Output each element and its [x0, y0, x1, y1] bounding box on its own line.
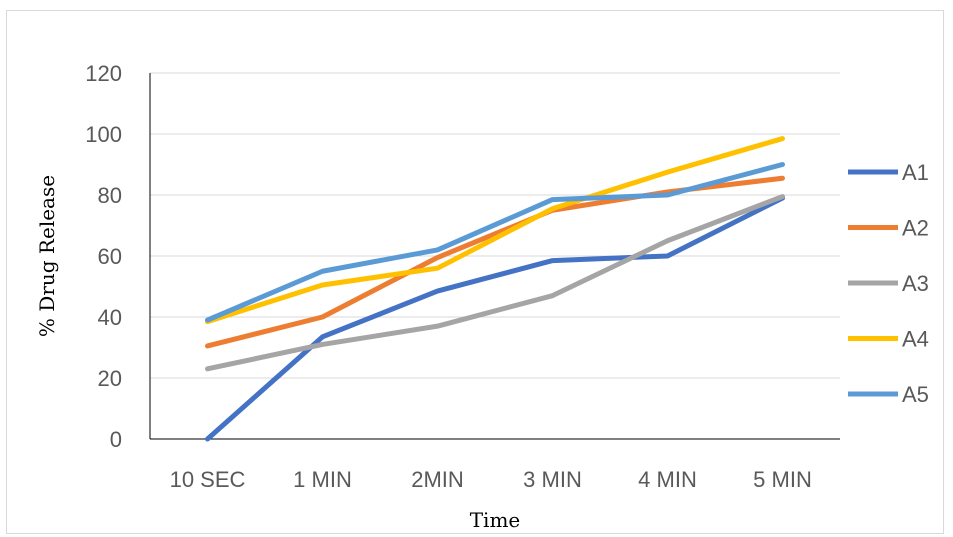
x-tick-labels: 10 SEC 1 MIN 2MIN 3 MIN 4 MIN 5 MIN: [170, 467, 812, 492]
series-line-a3: [205, 194, 785, 372]
legend-label-a5: A5: [902, 382, 929, 407]
x-tick-label: 5 MIN: [753, 467, 812, 492]
gridlines: [149, 72, 840, 440]
y-tick-label: 100: [85, 122, 122, 147]
series-line-a5: [205, 162, 785, 323]
y-tick-labels: 0 20 40 60 80 100 120: [85, 61, 122, 452]
x-axis-title: Time: [470, 508, 521, 532]
y-tick-label: 80: [98, 183, 122, 208]
y-axis-title: % Drug Release: [35, 175, 59, 337]
y-tick-label: 60: [98, 244, 122, 269]
x-tick-label: 1 MIN: [293, 467, 352, 492]
y-tick-label: 20: [98, 366, 122, 391]
legend-label-a1: A1: [902, 160, 929, 185]
x-tick-label: 10 SEC: [170, 467, 246, 492]
legend: A1 A2 A3 A4 A5: [848, 160, 929, 407]
legend-label-a3: A3: [902, 271, 929, 296]
y-tick-label: 40: [98, 305, 122, 330]
x-tick-label: 3 MIN: [523, 467, 582, 492]
legend-label-a2: A2: [902, 216, 929, 241]
series-line-a1: [205, 195, 785, 442]
series-line-a2: [205, 175, 785, 349]
y-tick-label: 0: [110, 427, 122, 452]
x-tick-label: 4 MIN: [638, 467, 697, 492]
legend-label-a4: A4: [902, 327, 929, 352]
series-lines: [205, 136, 785, 442]
chart-frame: [6, 10, 944, 534]
x-tick-label: 2MIN: [411, 467, 464, 492]
series-line-a4: [205, 136, 785, 325]
y-tick-label: 120: [85, 61, 122, 86]
